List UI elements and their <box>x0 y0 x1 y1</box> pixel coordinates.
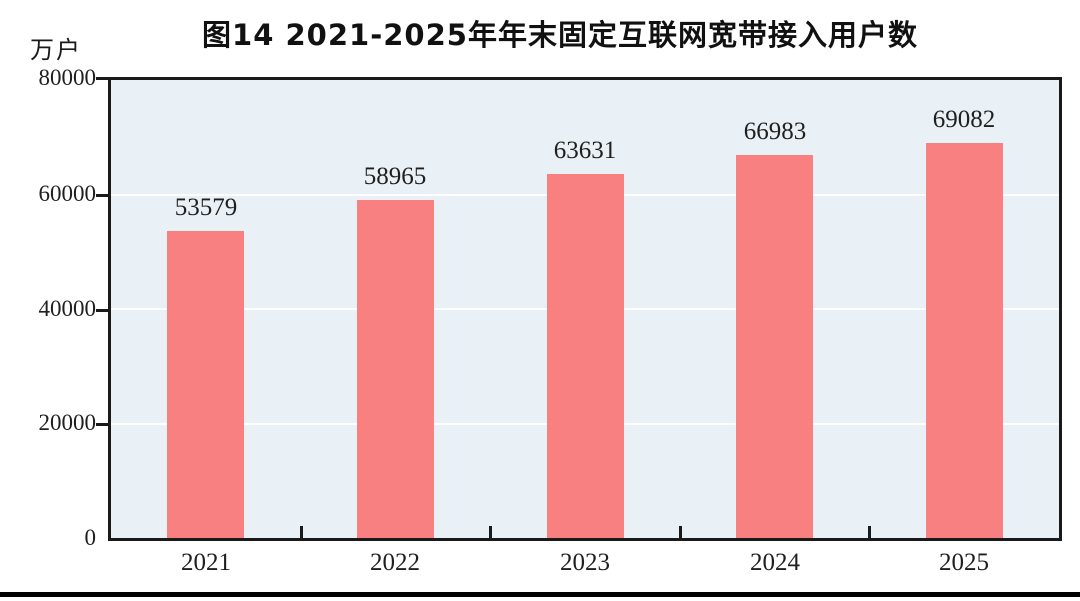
plot-area: 53579 58965 63631 66983 69082 <box>108 77 1062 541</box>
x-axis-label-2023: 2023 <box>560 549 610 576</box>
bar-2024 <box>736 155 813 538</box>
y-tick-label-0: 0 <box>84 525 97 550</box>
y-tick-label-60000: 60000 <box>38 181 97 206</box>
y-tick-label-80000: 80000 <box>38 65 97 90</box>
bar-2021 <box>167 231 244 538</box>
chart-title: 图14 2021-2025年年末固定互联网宽带接入用户数 <box>202 18 918 52</box>
x-axis-label-2024: 2024 <box>750 549 800 576</box>
x-axis-tick-3 <box>679 526 682 538</box>
y-tick-mark-80000 <box>96 77 108 80</box>
bar-value-label-2023: 63631 <box>553 137 617 164</box>
bar-2022 <box>357 200 434 538</box>
x-axis-label-2025: 2025 <box>939 549 989 576</box>
x-axis-tick-1 <box>300 526 303 538</box>
y-tick-mark-60000 <box>96 194 108 197</box>
y-tick-mark-20000 <box>96 423 108 426</box>
y-tick-label-40000: 40000 <box>38 296 97 321</box>
y-tick-label-20000: 20000 <box>38 410 97 435</box>
bar-2023 <box>547 174 624 538</box>
bar-value-label-2022: 58965 <box>363 163 427 190</box>
x-axis-tick-2 <box>489 526 492 538</box>
x-axis-label-2021: 2021 <box>181 549 231 576</box>
bar-value-label-2021: 53579 <box>174 194 238 221</box>
x-axis-tick-4 <box>868 526 871 538</box>
bar-value-label-2024: 66983 <box>743 118 807 145</box>
y-axis-unit-label: 万户 <box>30 38 82 64</box>
bar-2025 <box>926 143 1003 538</box>
y-tick-mark-40000 <box>96 309 108 312</box>
page-divider-rule <box>0 592 1080 597</box>
x-axis-label-2022: 2022 <box>370 549 420 576</box>
bar-value-label-2025: 69082 <box>932 106 996 133</box>
